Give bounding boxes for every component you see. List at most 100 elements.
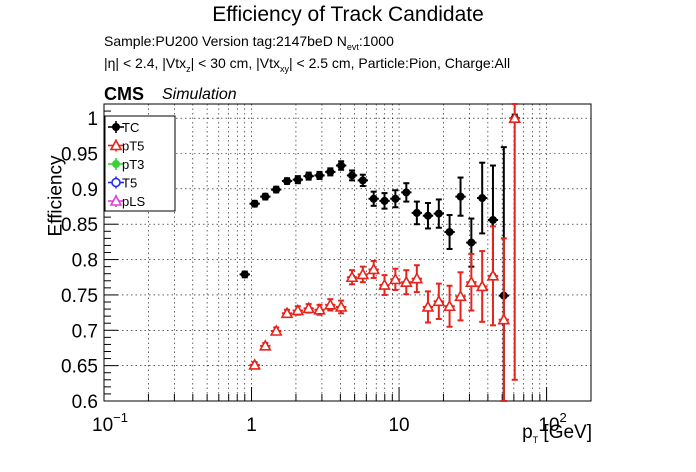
data-point: [379, 192, 390, 210]
marker-triangle: [497, 313, 511, 325]
marker-circle: [315, 171, 324, 180]
data-point: [323, 298, 337, 312]
marker-triangle: [378, 278, 391, 290]
data-point: [313, 303, 326, 316]
marker-circle: [380, 196, 389, 205]
marker-triangle: [464, 275, 478, 288]
data-point: [455, 176, 466, 217]
marker-circle: [488, 215, 497, 224]
marker-triangle: [399, 275, 413, 288]
data-point: [486, 225, 500, 327]
marker-triangle: [280, 306, 294, 319]
marker-triangle: [248, 358, 262, 370]
x-axis-label: pT [GeV]: [522, 422, 592, 445]
marker-triangle: [334, 300, 348, 312]
data-point: [410, 264, 424, 294]
data-point: [325, 167, 336, 177]
data-point: [280, 306, 294, 319]
y-tick-label: 0.6: [72, 392, 98, 413]
marker-circle: [337, 161, 346, 170]
legend-label: T5: [122, 176, 137, 191]
data-point: [497, 237, 511, 402]
data-point: [421, 290, 435, 324]
marker-circle: [412, 208, 421, 217]
axis-ticks: [103, 103, 592, 402]
x-tick-label: 10−1: [92, 410, 128, 436]
x-tick-label: 1: [246, 415, 257, 436]
legend-label: pT3: [122, 157, 144, 172]
data-point: [367, 259, 381, 279]
data-point: [260, 192, 271, 201]
data-point: [271, 185, 282, 194]
marker-triangle: [356, 267, 370, 280]
data-point: [291, 303, 305, 316]
y-tick-label: 0.95: [61, 145, 98, 166]
legend-marker: [109, 138, 123, 151]
marker-circle: [402, 188, 411, 197]
grid: [104, 104, 591, 401]
data-point: [335, 160, 347, 171]
legend-marker: [112, 123, 120, 131]
marker-triangle: [475, 279, 489, 292]
selection-info: |η| < 2.4, |Vtxz| < 30 cm, |Vtxxy| < 2.5…: [104, 55, 511, 74]
marker-circle: [445, 227, 454, 236]
data-point: [444, 214, 455, 250]
data-point: [508, 103, 522, 381]
data-point: [390, 189, 401, 209]
data-point: [464, 252, 478, 312]
y-tick-label: 0.75: [61, 286, 98, 307]
marker-circle: [358, 176, 367, 185]
y-tick-label: 0.8: [72, 251, 98, 272]
marker-triangle: [367, 262, 381, 275]
y-tick-label: 0.9: [72, 180, 98, 201]
data-point: [443, 284, 456, 328]
legend-entry-pt3: pT3: [108, 157, 144, 172]
data-point: [281, 177, 293, 186]
plot-frame: [103, 103, 592, 402]
data-point: [357, 173, 368, 188]
data-point: [422, 202, 434, 230]
marker-triangle: [269, 324, 283, 336]
y-tick-label: 0.85: [61, 215, 98, 236]
marker-triangle: [432, 294, 446, 307]
data-point: [401, 182, 412, 203]
legend: TC pT5 pT3 T5 pLS: [104, 115, 176, 212]
marker-circle: [423, 211, 432, 220]
marker-triangle: [508, 111, 522, 123]
marker-circle: [478, 194, 487, 203]
marker-circle: [283, 177, 292, 186]
data-point: [477, 161, 488, 235]
marker-triangle: [410, 272, 424, 284]
data-point: [432, 282, 446, 320]
x-tick-label: 10: [388, 415, 409, 436]
marker-circle: [434, 209, 443, 218]
data-point: [239, 270, 250, 279]
simulation-label: Simulation: [162, 86, 237, 103]
marker-triangle: [486, 269, 500, 281]
marker-triangle: [302, 301, 316, 314]
marker-circle: [293, 175, 302, 184]
marker-triangle: [313, 303, 326, 315]
marker-triangle: [345, 270, 359, 283]
data-point: [249, 199, 260, 208]
data-point: [454, 271, 467, 322]
data-point: [346, 169, 358, 182]
marker-circle: [240, 270, 249, 279]
marker-triangle: [323, 298, 337, 310]
data-point: [314, 170, 325, 180]
legend-entry-pls: pLS: [108, 194, 145, 209]
legend-label: pT5: [122, 139, 144, 154]
data-point: [269, 324, 283, 336]
legend-marker: [109, 194, 123, 206]
legend-entry-pt5: pT5: [108, 139, 144, 154]
legend-label: TC: [122, 120, 139, 135]
legend-entry-t5: T5: [108, 176, 137, 191]
marker-circle: [326, 167, 335, 176]
data-point: [399, 269, 413, 296]
marker-triangle: [291, 303, 305, 316]
marker-circle: [456, 192, 465, 201]
series-tc: [239, 113, 520, 402]
marker-circle: [391, 194, 400, 203]
marker-triangle: [443, 299, 456, 312]
